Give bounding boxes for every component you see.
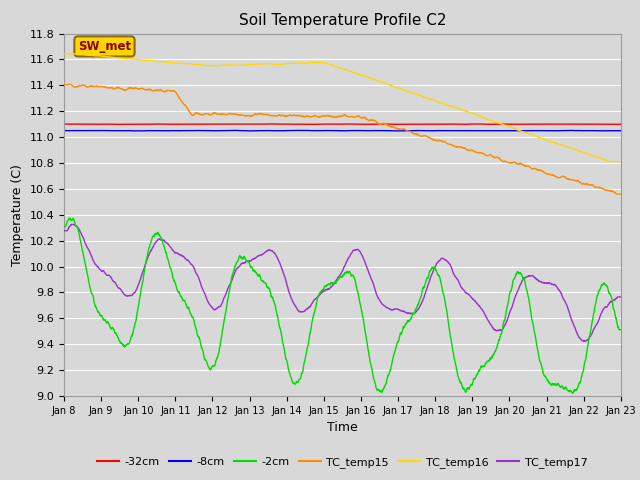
- Legend: -32cm, -8cm, -2cm, TC_temp15, TC_temp16, TC_temp17: -32cm, -8cm, -2cm, TC_temp15, TC_temp16,…: [93, 452, 592, 472]
- Text: SW_met: SW_met: [78, 40, 131, 53]
- Title: Soil Temperature Profile C2: Soil Temperature Profile C2: [239, 13, 446, 28]
- Y-axis label: Temperature (C): Temperature (C): [11, 164, 24, 266]
- X-axis label: Time: Time: [327, 421, 358, 434]
